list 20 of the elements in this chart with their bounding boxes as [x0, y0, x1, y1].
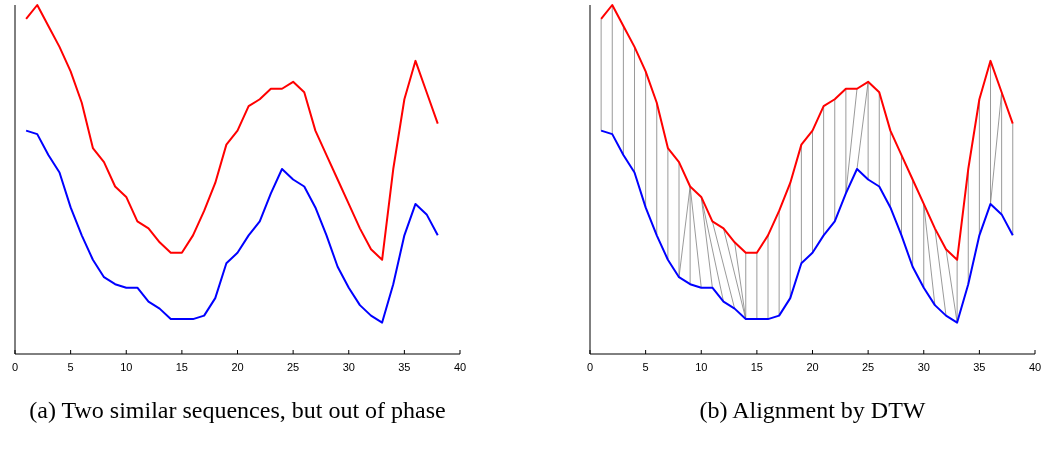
x-tick-label: 20: [231, 361, 244, 373]
x-tick-label: 15: [175, 361, 188, 373]
x-tick-label: 35: [398, 361, 411, 373]
x-tick-label: 40: [453, 361, 467, 373]
x-tick-label: 40: [1028, 361, 1042, 373]
x-tick-label: 25: [862, 361, 875, 373]
x-tick-label: 0: [11, 361, 19, 373]
text: (a) Two similar sequences, but out of phase: [29, 397, 446, 423]
x-tick-label: 20: [806, 361, 819, 373]
x-tick-label: 35: [973, 361, 986, 373]
x-tick-label: 30: [917, 361, 930, 373]
x-tick-label: 25: [287, 361, 300, 373]
text: (b) Alignment by DTW: [699, 397, 926, 423]
x-tick-label: 0: [586, 361, 594, 373]
x-tick-label: 10: [120, 361, 133, 373]
x-tick-label: 5: [642, 361, 649, 373]
x-tick-label: 5: [67, 361, 74, 373]
x-tick-label: 15: [750, 361, 763, 373]
x-tick-label: 30: [342, 361, 355, 373]
x-tick-label: 10: [695, 361, 708, 373]
